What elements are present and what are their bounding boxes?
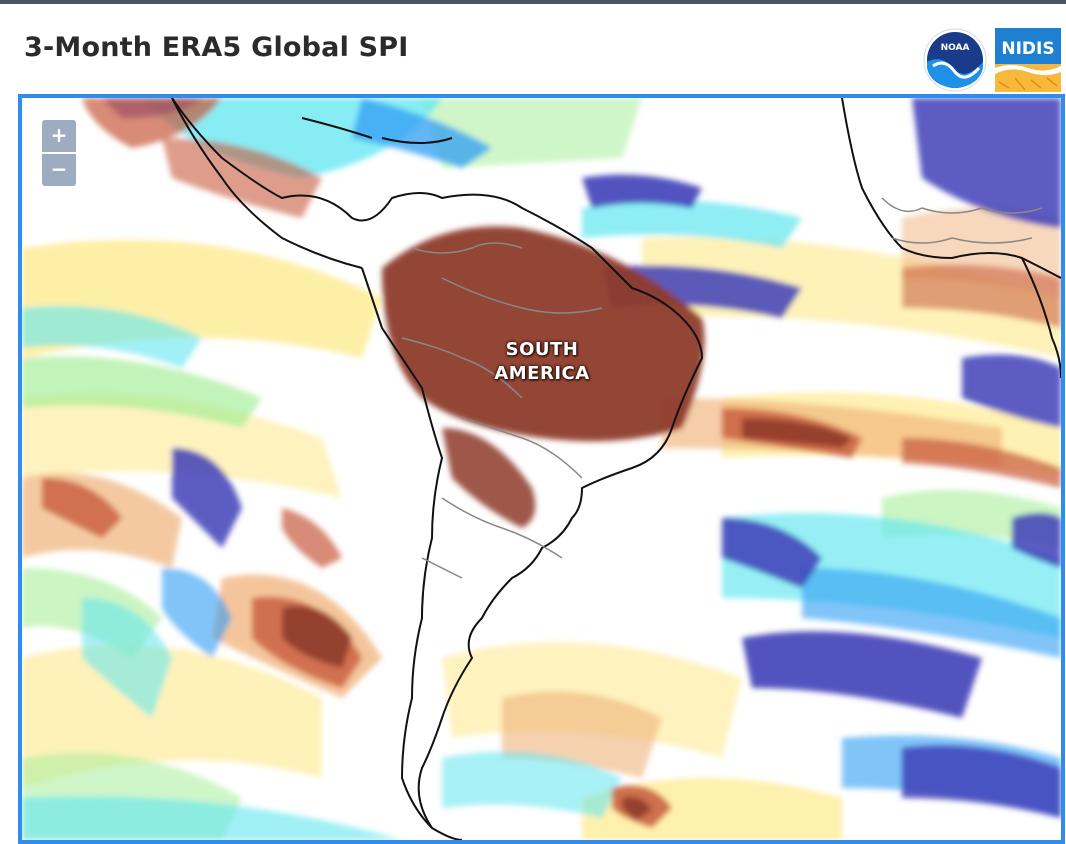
zoom-in-button[interactable]: + — [42, 120, 76, 152]
top-rule — [0, 0, 1066, 4]
noaa-logo-text: NOAA — [941, 43, 970, 53]
region-label-line1: SOUTH — [505, 339, 579, 360]
header: 3-Month ERA5 Global SPI NOAA NIDIS — [0, 4, 1066, 94]
noaa-logo[interactable]: NOAA — [923, 28, 987, 92]
region-label: SOUTH AMERICA — [462, 338, 622, 386]
region-label-line2: AMERICA — [494, 363, 590, 384]
map-frame[interactable]: + − SOUTH AMERICA — [18, 94, 1065, 844]
page-title: 3-Month ERA5 Global SPI — [24, 32, 409, 63]
spi-raster — [22, 98, 1061, 840]
nidis-logo-text: NIDIS — [1001, 39, 1054, 59]
spi-map[interactable] — [22, 98, 1061, 840]
coastlines — [171, 98, 1061, 840]
borders — [401, 197, 1043, 579]
nidis-logo[interactable]: NIDIS — [995, 28, 1061, 92]
zoom-out-button[interactable]: − — [42, 154, 76, 186]
